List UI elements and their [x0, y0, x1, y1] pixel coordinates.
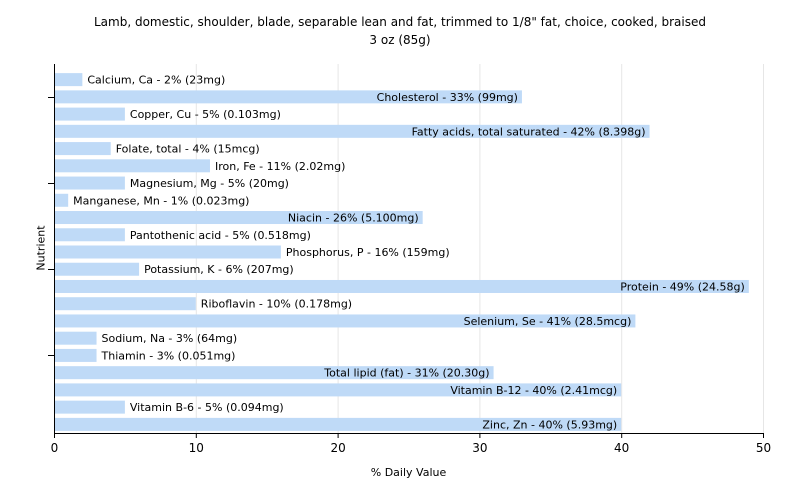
bar — [55, 417, 622, 431]
x-tick-label: 50 — [756, 441, 771, 455]
bar — [55, 90, 522, 104]
bar — [55, 142, 111, 156]
bar-label: Vitamin B-12 - 40% (2.41mcg) — [450, 384, 617, 397]
chart-title: Lamb, domestic, shoulder, blade, separab… — [94, 15, 706, 29]
x-tick-label: 0 — [51, 441, 59, 455]
bar-label: Pantothenic acid - 5% (0.518mg) — [130, 229, 311, 242]
bar-label: Cholesterol - 33% (99mg) — [377, 91, 518, 104]
bar — [55, 176, 125, 190]
bar — [55, 262, 140, 276]
bar-label: Niacin - 26% (5.100mg) — [288, 212, 419, 225]
chart-subtitle: 3 oz (85g) — [369, 33, 431, 47]
bar-label: Iron, Fe - 11% (2.02mg) — [215, 160, 345, 173]
x-tick-label: 40 — [614, 441, 629, 455]
bar — [55, 159, 210, 173]
bar — [55, 383, 622, 397]
bar-label: Calcium, Ca - 2% (23mg) — [87, 74, 225, 87]
bar-label: Selenium, Se - 41% (28.5mcg) — [464, 315, 632, 328]
bar-label: Protein - 49% (24.58g) — [620, 280, 745, 293]
bar — [55, 348, 97, 362]
bar — [55, 297, 196, 311]
bar-label: Magnesium, Mg - 5% (20mg) — [130, 177, 289, 190]
bar-label: Total lipid (fat) - 31% (20.30g) — [323, 367, 489, 380]
axes: 0 10 20 30 40 50 — [48, 64, 771, 455]
bar — [55, 73, 83, 87]
bar-label: Fatty acids, total saturated - 42% (8.39… — [412, 125, 646, 138]
bar — [55, 366, 494, 380]
bar-label: Folate, total - 4% (15mcg) — [116, 143, 260, 156]
bar — [55, 193, 69, 207]
bar — [55, 314, 636, 328]
bars: Calcium, Ca - 2% (23mg) Cholesterol - 33%… — [55, 73, 749, 431]
bar-label: Phosphorus, P - 16% (159mg) — [286, 246, 450, 259]
bar-label: Thiamin - 3% (0.051mg) — [101, 349, 236, 362]
bar — [55, 211, 423, 225]
bar — [55, 124, 650, 138]
x-tick-label: 10 — [189, 441, 204, 455]
y-axis-label: Nutrient — [34, 225, 48, 271]
bar — [55, 331, 97, 345]
x-tick-label: 30 — [472, 441, 487, 455]
bar-label: Sodium, Na - 3% (64mg) — [102, 332, 238, 345]
x-tick-label: 20 — [330, 441, 345, 455]
bar-label: Copper, Cu - 5% (0.103mg) — [130, 108, 281, 121]
bar — [55, 400, 125, 414]
bar — [55, 245, 281, 259]
bar-label: Vitamin B-6 - 5% (0.094mg) — [130, 401, 284, 414]
bar — [55, 107, 125, 121]
bar-label: Manganese, Mn - 1% (0.023mg) — [73, 194, 249, 207]
bar-label: Riboflavin - 10% (0.178mg) — [201, 298, 352, 311]
bar — [55, 228, 125, 242]
bar-label: Potassium, K - 6% (207mg) — [144, 263, 294, 276]
bar-label: Zinc, Zn - 40% (5.93mg) — [482, 418, 617, 431]
x-axis-label: % Daily Value — [370, 466, 447, 479]
bar — [55, 279, 749, 293]
